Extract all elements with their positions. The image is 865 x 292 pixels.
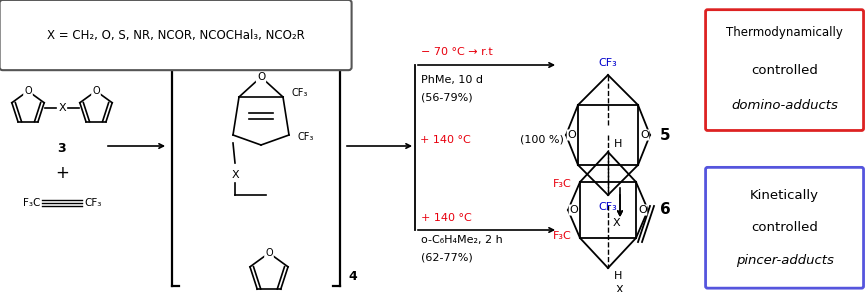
Text: controlled: controlled bbox=[751, 64, 818, 77]
Text: H: H bbox=[614, 271, 623, 281]
Text: 3: 3 bbox=[58, 142, 67, 154]
Text: controlled: controlled bbox=[751, 221, 818, 234]
Text: O: O bbox=[569, 205, 578, 215]
Text: o-C₆H₄Me₂, 2 h: o-C₆H₄Me₂, 2 h bbox=[421, 235, 503, 245]
Text: Kinetically: Kinetically bbox=[750, 189, 819, 201]
Text: pincer-adducts: pincer-adducts bbox=[735, 254, 834, 267]
Text: CF₃: CF₃ bbox=[291, 88, 307, 98]
Text: CF₃: CF₃ bbox=[84, 198, 101, 208]
Text: +: + bbox=[55, 164, 69, 182]
Text: O: O bbox=[638, 205, 647, 215]
Text: CF₃: CF₃ bbox=[297, 132, 313, 142]
Text: X: X bbox=[612, 218, 620, 228]
Text: 5: 5 bbox=[660, 128, 670, 142]
Text: F₃C: F₃C bbox=[22, 198, 40, 208]
Text: O: O bbox=[640, 130, 649, 140]
Text: + 140 °C: + 140 °C bbox=[421, 213, 471, 223]
Text: (100 %): (100 %) bbox=[520, 135, 564, 145]
Text: + 140 °C: + 140 °C bbox=[420, 135, 471, 145]
FancyBboxPatch shape bbox=[706, 167, 863, 288]
Text: (62-77%): (62-77%) bbox=[421, 252, 473, 262]
Text: F₃C: F₃C bbox=[554, 179, 572, 189]
FancyBboxPatch shape bbox=[0, 0, 351, 70]
Text: H: H bbox=[614, 139, 623, 149]
Text: 6: 6 bbox=[660, 202, 670, 218]
Text: (56-79%): (56-79%) bbox=[421, 92, 472, 102]
Text: F₃C: F₃C bbox=[554, 231, 572, 241]
Text: − 70 °C → r.t: − 70 °C → r.t bbox=[421, 47, 493, 57]
Text: X: X bbox=[58, 103, 66, 113]
Text: CF₃: CF₃ bbox=[599, 202, 618, 212]
Text: O: O bbox=[266, 248, 272, 258]
Text: X: X bbox=[616, 285, 624, 292]
Text: X: X bbox=[231, 170, 239, 180]
Text: domino-adducts: domino-adducts bbox=[731, 99, 838, 112]
Text: O: O bbox=[257, 72, 266, 82]
FancyBboxPatch shape bbox=[706, 10, 863, 131]
Text: Thermodynamically: Thermodynamically bbox=[726, 26, 843, 39]
Text: CF₃: CF₃ bbox=[599, 58, 618, 68]
Text: PhMe, 10 d: PhMe, 10 d bbox=[421, 75, 483, 85]
Text: 4: 4 bbox=[348, 270, 356, 284]
Text: O: O bbox=[24, 86, 32, 96]
Text: O: O bbox=[567, 130, 576, 140]
Text: O: O bbox=[93, 86, 99, 96]
Text: X = CH₂, O, S, NR, NCOR, NCOCHal₃, NCO₂R: X = CH₂, O, S, NR, NCOR, NCOCHal₃, NCO₂R bbox=[47, 29, 304, 41]
